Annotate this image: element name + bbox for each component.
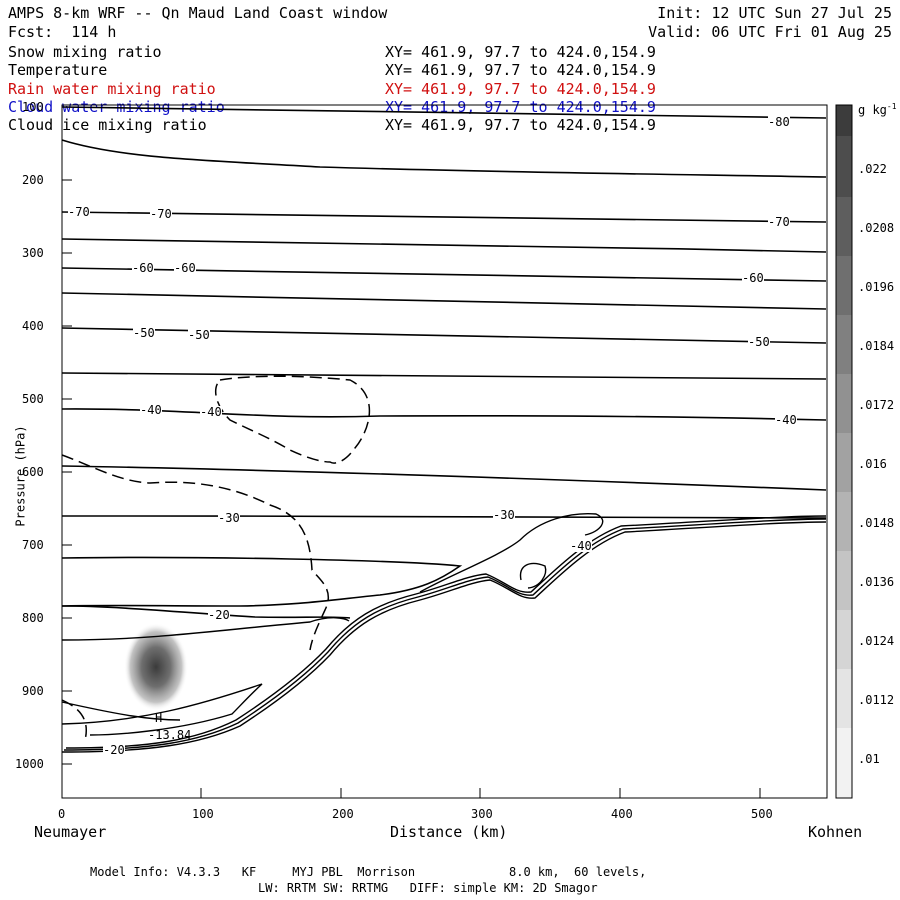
colorbar-tick: .022 bbox=[858, 162, 887, 176]
colorbar-tick: .0172 bbox=[858, 398, 895, 412]
contour-label: -40 bbox=[570, 539, 592, 553]
init-time: Init: 12 UTC Sun 27 Jul 25 bbox=[657, 4, 892, 22]
x-tick-label: 400 bbox=[611, 807, 633, 821]
y-tick-label: 1000 bbox=[15, 757, 44, 771]
colorbar-tick: .0208 bbox=[858, 221, 895, 235]
field-xy: XY= 461.9, 97.7 to 424.0,154.9 bbox=[385, 80, 656, 98]
x-axis-label: Distance (km) bbox=[390, 823, 508, 841]
field-xy: XY= 461.9, 97.7 to 424.0,154.9 bbox=[385, 43, 656, 61]
x-tick-label: 300 bbox=[471, 807, 493, 821]
temperature-isotherms bbox=[61, 106, 827, 619]
contour-label: -60 bbox=[174, 261, 196, 275]
y-tick-label: 900 bbox=[22, 684, 44, 698]
colorbar-unit: g kg-1 bbox=[858, 102, 897, 117]
colorbar-tick: .0196 bbox=[858, 280, 895, 294]
contour-label: -60 bbox=[132, 261, 154, 275]
forecast-hour: Fcst: 114 h bbox=[8, 23, 117, 41]
y-tick-label: 100 bbox=[22, 100, 44, 114]
contour-label: -40 bbox=[775, 413, 797, 427]
axis-ticks bbox=[61, 106, 761, 798]
field-name: Cloud ice mixing ratio bbox=[8, 116, 207, 134]
contour-label: -40 bbox=[140, 403, 162, 417]
terrain-contours bbox=[61, 513, 827, 753]
y-tick-label: 600 bbox=[22, 465, 44, 479]
cloud-ice-contour bbox=[61, 375, 371, 741]
y-tick-label: 200 bbox=[22, 173, 44, 187]
contour-label: -20 bbox=[103, 743, 125, 757]
contour-label: -50 bbox=[748, 335, 770, 349]
y-tick-label: 400 bbox=[22, 319, 44, 333]
contour-label: -70 bbox=[68, 205, 90, 219]
colorbar-tick: .0112 bbox=[858, 693, 895, 707]
field-xy: XY= 461.9, 97.7 to 424.0,154.9 bbox=[385, 116, 656, 134]
colorbar-tick: .0184 bbox=[858, 339, 895, 353]
colorbar-tick: .0124 bbox=[858, 634, 895, 648]
x-tick-label: 200 bbox=[332, 807, 354, 821]
field-name: Snow mixing ratio bbox=[8, 43, 162, 61]
x-tick-label: 100 bbox=[192, 807, 214, 821]
model-info-2: LW: RRTM SW: RRTMG DIFF: simple KM: 2D S… bbox=[258, 881, 598, 895]
x-end-label: Kohnen bbox=[808, 823, 863, 841]
colorbar-tick: .01 bbox=[858, 752, 880, 766]
contour-label: -60 bbox=[742, 271, 764, 285]
field-name: Temperature bbox=[8, 61, 108, 79]
contour-label: -70 bbox=[150, 207, 172, 221]
colorbar-tick: .0148 bbox=[858, 516, 895, 530]
extremum-marker: H bbox=[155, 711, 163, 725]
field-xy: XY= 461.9, 97.7 to 424.0,154.9 bbox=[385, 98, 656, 116]
contour-label: -50 bbox=[188, 328, 210, 342]
x-tick-label: 500 bbox=[751, 807, 773, 821]
model-info: Model Info: V4.3.3 KF MYJ PBL Morrison 8… bbox=[90, 865, 647, 879]
valid-time: Valid: 06 UTC Fri 01 Aug 25 bbox=[648, 23, 892, 41]
plot-frame bbox=[61, 104, 828, 799]
contour-label: -30 bbox=[218, 511, 240, 525]
y-tick-label: 800 bbox=[22, 611, 44, 625]
contour-label: -30 bbox=[493, 508, 515, 522]
contour-label: -50 bbox=[133, 326, 155, 340]
contour-label: -40 bbox=[200, 405, 222, 419]
y-tick-label: 300 bbox=[22, 246, 44, 260]
extremum-value: -13.84 bbox=[148, 728, 192, 742]
contour-label: -20 bbox=[208, 608, 230, 622]
y-tick-label: 500 bbox=[22, 392, 44, 406]
contour-label: -80 bbox=[768, 115, 790, 129]
y-tick-label: 700 bbox=[22, 538, 44, 552]
x-start-label: Neumayer bbox=[34, 823, 107, 841]
chart-title: AMPS 8-km WRF -- Qn Maud Land Coast wind… bbox=[8, 4, 388, 22]
y-axis-label: Pressure (hPa) bbox=[13, 425, 28, 527]
field-xy: XY= 461.9, 97.7 to 424.0,154.9 bbox=[385, 61, 656, 79]
contour-label: -70 bbox=[768, 215, 790, 229]
colorbar bbox=[835, 104, 853, 799]
colorbar-tick: .016 bbox=[858, 457, 887, 471]
field-name: Rain water mixing ratio bbox=[8, 80, 216, 98]
colorbar-tick: .0136 bbox=[858, 575, 895, 589]
x-tick-label: 0 bbox=[58, 807, 66, 821]
snow-maximum-shading bbox=[124, 623, 188, 711]
